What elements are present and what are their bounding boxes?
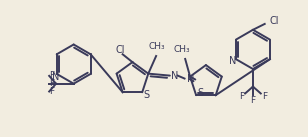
Text: CH₃: CH₃ — [149, 42, 165, 51]
Text: F: F — [49, 71, 54, 80]
Text: Cl: Cl — [270, 16, 279, 26]
Text: F: F — [49, 79, 54, 88]
Text: N: N — [171, 71, 178, 81]
Text: N: N — [229, 56, 237, 66]
Text: S: S — [143, 90, 149, 100]
Text: S: S — [197, 88, 203, 98]
Text: CH₃: CH₃ — [174, 45, 191, 54]
Text: Cl: Cl — [116, 45, 125, 55]
Text: N: N — [187, 74, 194, 84]
Text: F: F — [239, 92, 244, 101]
Text: N: N — [52, 72, 59, 82]
Text: F: F — [49, 87, 54, 96]
Text: F: F — [250, 96, 256, 105]
Text: F: F — [262, 92, 267, 101]
